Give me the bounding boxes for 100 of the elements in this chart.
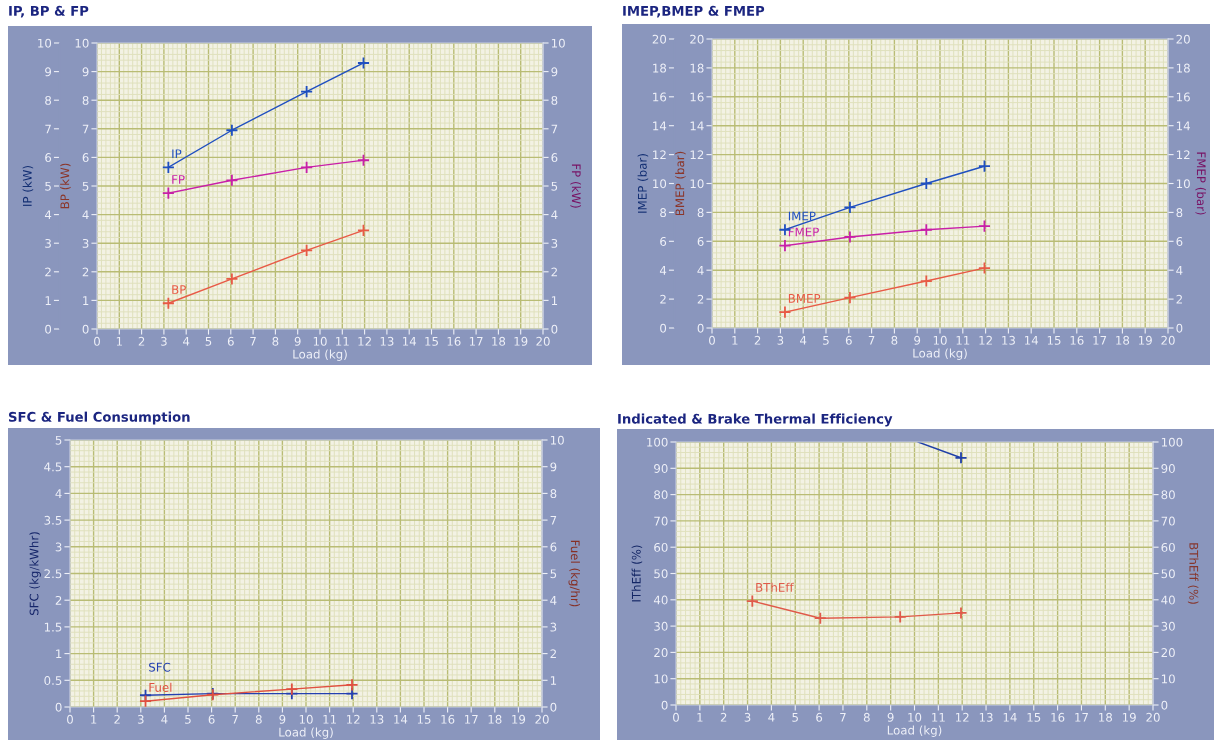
y2-tick-label: 12 bbox=[1176, 150, 1190, 160]
y2-axis-title: FMEP (bar) bbox=[1195, 152, 1206, 215]
x-tick-label: 12 bbox=[979, 335, 992, 345]
point bbox=[300, 243, 314, 257]
y-tick-label: 4 bbox=[82, 210, 89, 220]
y2-tick-label: 4 bbox=[1176, 266, 1183, 275]
y2-axis-title: BThEff (%) bbox=[1187, 543, 1199, 604]
y-tick-label: 3 bbox=[82, 238, 89, 248]
y2-tick-label: 7 bbox=[551, 124, 558, 134]
y-tick-label: 0 bbox=[82, 324, 89, 334]
x-tick-label: 9 bbox=[294, 336, 301, 346]
y-tick-label: 2 bbox=[55, 595, 62, 605]
x-tick-label: 7 bbox=[868, 336, 875, 345]
y-tick-label: 12 bbox=[690, 150, 704, 160]
point bbox=[919, 223, 933, 237]
y2-tick-label: 90 bbox=[1161, 464, 1175, 473]
x-tick-label: 0 bbox=[94, 336, 100, 346]
point bbox=[813, 611, 827, 625]
x-tick-label: 8 bbox=[863, 712, 870, 722]
x-tick-label: 16 bbox=[447, 336, 461, 346]
y2-tick-label: 70 bbox=[1161, 516, 1175, 526]
x-tick-label: 11 bbox=[956, 336, 970, 345]
y2-tick-label: 1 bbox=[551, 296, 558, 305]
x-tick-label: 18 bbox=[1116, 335, 1130, 345]
y-tick-label: 3.5 bbox=[44, 515, 62, 525]
series-label: IP bbox=[172, 149, 182, 159]
x-tick-label: 20 bbox=[1161, 335, 1175, 345]
point bbox=[919, 274, 933, 288]
y2-tick-label: 4 bbox=[550, 596, 557, 605]
x-tick-label: 2 bbox=[138, 336, 145, 346]
y-tick-label: 10 bbox=[75, 38, 89, 48]
x-tick-label: 17 bbox=[469, 337, 483, 346]
x-tick-label: 17 bbox=[464, 715, 478, 724]
x-tick-label: 4 bbox=[183, 337, 190, 346]
x-tick-label: 3 bbox=[137, 714, 144, 724]
y2-tick-label: 8 bbox=[550, 489, 557, 499]
point bbox=[161, 186, 175, 200]
x-tick-label: 12 bbox=[346, 714, 360, 724]
y-tick-label: 70 bbox=[654, 516, 668, 526]
y-tick-label: 90 bbox=[654, 464, 668, 473]
y2-tick-label: 6 bbox=[1176, 237, 1183, 246]
x-tick-label: 11 bbox=[932, 713, 945, 722]
y2-tick-label: 10 bbox=[551, 38, 565, 48]
series-label: BMEP bbox=[788, 294, 821, 303]
y-tick-label: 20 bbox=[690, 34, 704, 44]
y2-tick-label: 8 bbox=[1176, 208, 1183, 218]
x-tick-label: 14 bbox=[1003, 713, 1017, 722]
x-tick-label: 5 bbox=[185, 715, 191, 724]
x-tick-label: 8 bbox=[272, 336, 279, 346]
x-tick-label: 2 bbox=[720, 712, 727, 722]
y2-tick-label: 0 bbox=[550, 702, 557, 712]
point bbox=[893, 610, 907, 624]
y2-tick-label: 6 bbox=[551, 153, 558, 163]
x-tick-label: 10 bbox=[299, 714, 313, 724]
x-tick-label: 20 bbox=[1146, 712, 1160, 722]
y2-tick-label: 3 bbox=[551, 238, 558, 248]
chart-title: SFC & Fuel Consumption bbox=[8, 411, 190, 425]
x-tick-label: 19 bbox=[1138, 335, 1152, 345]
x-tick-label: 20 bbox=[535, 714, 549, 724]
y-tick-label: 4.5 bbox=[44, 462, 62, 472]
y-tick-label: 4 bbox=[55, 489, 62, 498]
y-tick-label: 10 bbox=[654, 674, 668, 684]
y2-tick-label: 6 bbox=[550, 542, 557, 552]
x-tick-label: 2 bbox=[114, 714, 120, 724]
y-tick-label: 0.5 bbox=[44, 676, 62, 685]
x-tick-label: 6 bbox=[208, 714, 215, 724]
y-tick-label: 3 bbox=[55, 542, 62, 552]
y-tick-label: 6 bbox=[697, 237, 704, 246]
x-tick-label: 2 bbox=[754, 335, 761, 345]
y-tick-label: 40 bbox=[653, 595, 668, 605]
point bbox=[161, 296, 175, 310]
x-tick-label: 10 bbox=[908, 712, 922, 722]
x-tick-label: 1 bbox=[116, 337, 122, 346]
y-tick-label: 80 bbox=[654, 490, 668, 500]
x-tick-label: 13 bbox=[370, 714, 384, 724]
y2-tick-label: 30 bbox=[1161, 621, 1175, 631]
y-tick-label: 6 bbox=[82, 153, 89, 163]
y2-tick-label: 10 bbox=[550, 435, 564, 445]
y-tick-label: 8 bbox=[82, 95, 89, 105]
y2-tick-label: 16 bbox=[1176, 92, 1190, 102]
x-tick-label: 0 bbox=[67, 714, 73, 724]
y2-tick-label: 8 bbox=[551, 95, 558, 105]
x-tick-label: 7 bbox=[250, 337, 256, 346]
x-tick-label: 1 bbox=[732, 336, 738, 345]
x-tick-label: 15 bbox=[1047, 336, 1061, 345]
x-tick-label: 19 bbox=[512, 714, 526, 724]
y2-tick-label: 80 bbox=[1161, 490, 1175, 500]
y-tick-label: 2 bbox=[697, 294, 704, 304]
y2-tick-label: 10 bbox=[1161, 674, 1175, 684]
point bbox=[225, 272, 239, 286]
point bbox=[745, 594, 759, 608]
x-tick-label: 4 bbox=[768, 713, 775, 722]
x-tick-label: 6 bbox=[816, 712, 823, 722]
y2-tick-label: 40 bbox=[1161, 595, 1175, 605]
y-tick-label: 5 bbox=[82, 181, 89, 191]
point bbox=[778, 305, 792, 319]
y3-axis-title: IMEP (bar) bbox=[637, 154, 649, 213]
x-tick-label: 13 bbox=[1002, 335, 1015, 345]
y2-tick-label: 0 bbox=[551, 324, 558, 334]
x-tick-label: 9 bbox=[887, 712, 894, 722]
